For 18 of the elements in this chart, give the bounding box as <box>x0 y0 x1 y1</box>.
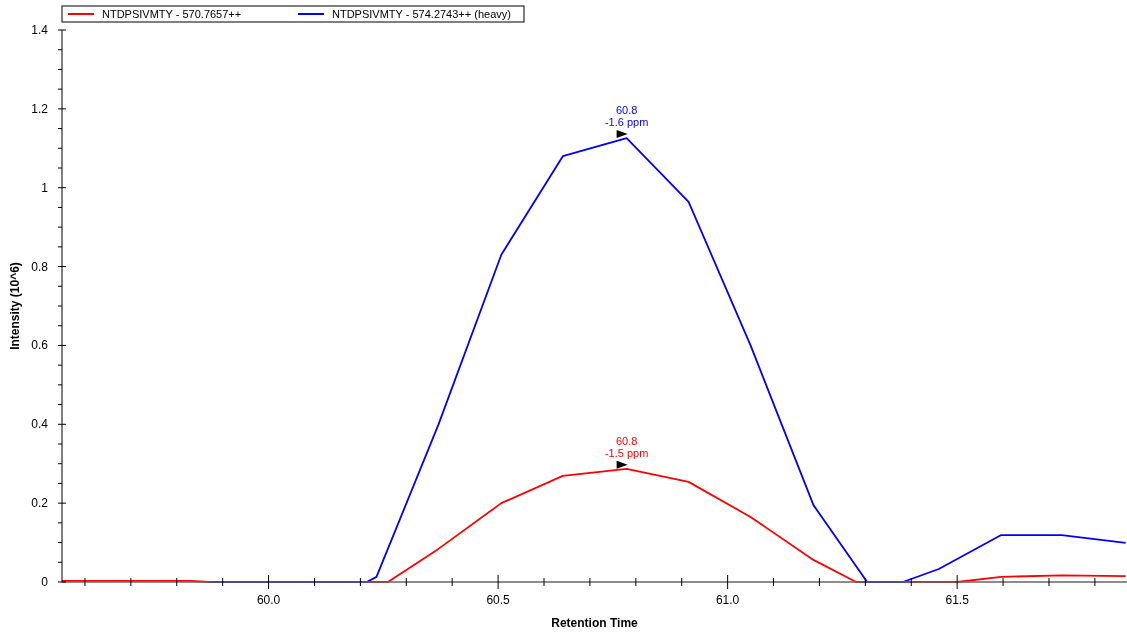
y-axis-title: Intensity (10^6) <box>8 262 22 350</box>
annotation: 60.8 -1.6 ppm <box>604 104 649 129</box>
y-tick-label: 0.8 <box>31 259 49 274</box>
y-tick-label: 1.2 <box>31 101 49 116</box>
y-tick-label: 0.6 <box>31 338 49 353</box>
y-tick-label: 1.4 <box>31 23 49 37</box>
x-tick-label: 60.0 <box>256 593 281 607</box>
y-tick-label: 0.4 <box>31 417 49 432</box>
y-tick-label: 0.2 <box>31 496 49 511</box>
legend-label: NTDPSIVMTY - 574.2743++ (heavy) <box>332 8 511 20</box>
x-tick-label: 60.5 <box>486 593 511 607</box>
x-axis-title: Retention Time <box>551 616 639 630</box>
y-tick-label: 1 <box>41 180 49 195</box>
x-tick-label: 61.5 <box>945 593 970 607</box>
annotation: 60.8 -1.5 ppm <box>604 434 649 459</box>
y-tick-label: 0 <box>41 575 49 589</box>
x-tick-label: 61.0 <box>715 593 740 607</box>
legend-label: NTDPSIVMTY - 570.7657++ <box>102 8 242 20</box>
